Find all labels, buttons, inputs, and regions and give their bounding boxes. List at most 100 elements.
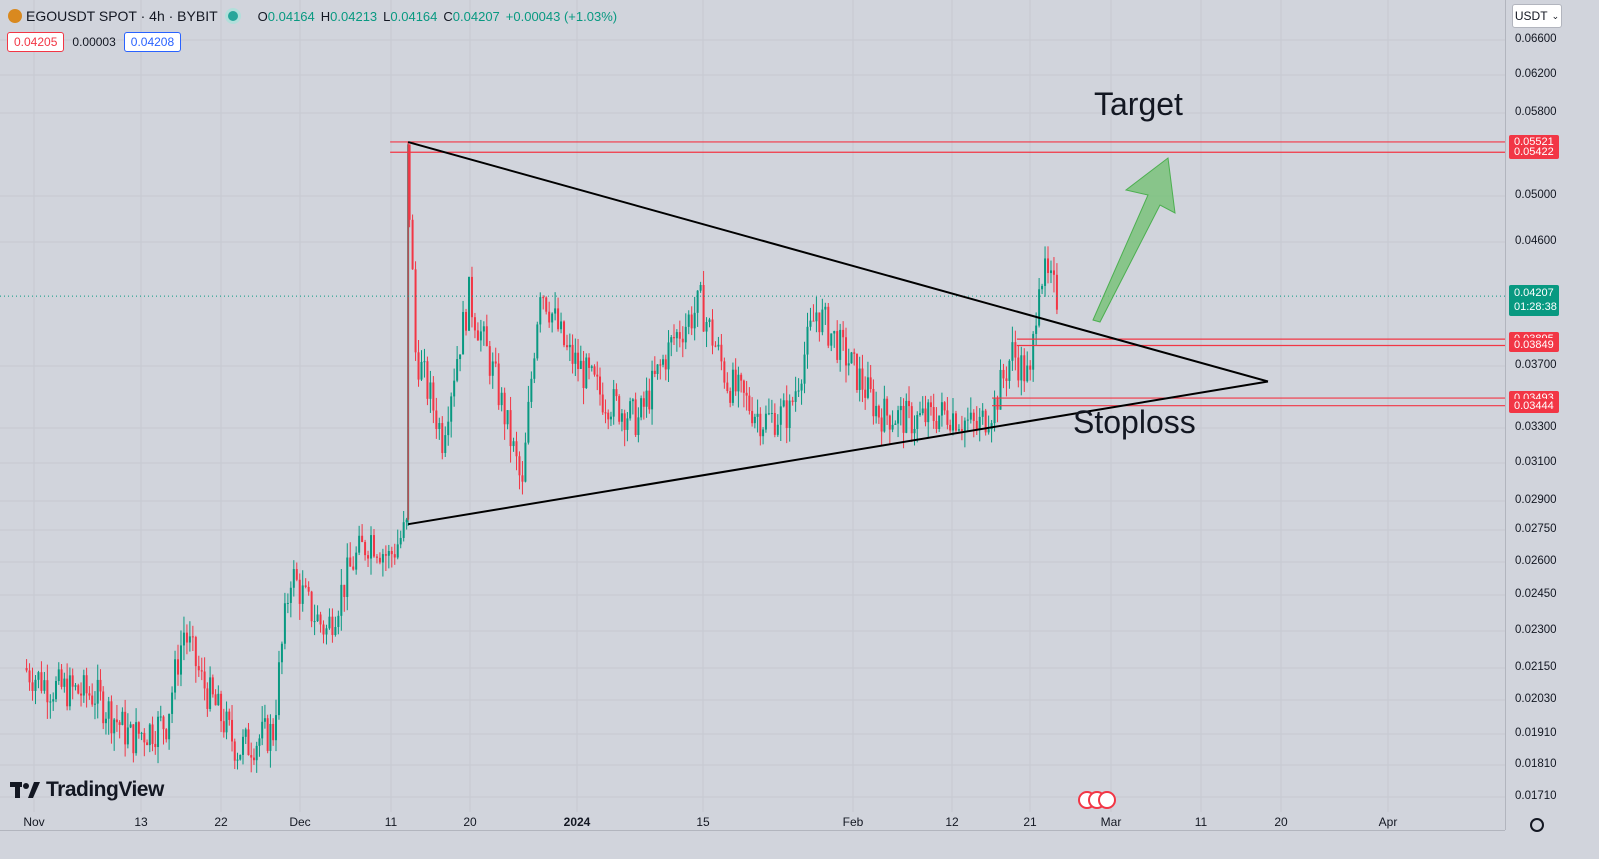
- candle-body: [54, 681, 57, 700]
- candle-body: [651, 370, 654, 410]
- candle-body: [143, 732, 146, 743]
- candle-body: [762, 429, 765, 437]
- candle-body: [438, 423, 441, 429]
- candle-body: [1014, 342, 1017, 358]
- candle-body: [648, 390, 651, 410]
- candle-body: [932, 407, 935, 421]
- candle-body: [981, 410, 984, 417]
- candle-body: [940, 402, 943, 416]
- price-tick-label: 0.02030: [1515, 693, 1557, 705]
- candle-body: [604, 412, 607, 414]
- candle-body: [833, 331, 836, 334]
- candle-body: [518, 456, 521, 476]
- candle-body: [396, 544, 399, 558]
- candle-body: [806, 326, 809, 355]
- candle-body: [506, 410, 509, 425]
- candle-body: [68, 675, 71, 707]
- candle-body: [720, 344, 723, 362]
- price-chart[interactable]: [0, 0, 1505, 830]
- candle-body: [482, 326, 485, 332]
- candle-body: [951, 413, 954, 431]
- time-tick-label: 21: [1023, 815, 1037, 829]
- candle-body: [582, 360, 585, 389]
- price-tick-label: 0.03100: [1515, 456, 1557, 468]
- candle-body: [753, 416, 756, 424]
- candle-body: [990, 423, 993, 430]
- candle-body: [659, 364, 662, 366]
- candle-body: [640, 398, 643, 418]
- candle-body: [444, 435, 447, 454]
- candle-body: [355, 552, 358, 570]
- candle-body: [943, 402, 946, 411]
- candle-body: [966, 419, 969, 421]
- candle-body: [637, 417, 640, 435]
- high-value: 0.04213: [330, 8, 378, 24]
- candle-body: [52, 699, 55, 702]
- candle-body: [574, 352, 577, 364]
- candle-body: [891, 424, 894, 430]
- candle-body: [165, 729, 168, 740]
- tradingview-logo[interactable]: TradingView: [10, 778, 164, 802]
- currency-label: USDT: [1514, 9, 1548, 23]
- candle-body: [905, 400, 908, 433]
- candle-body: [830, 333, 833, 346]
- candle-body: [512, 441, 515, 447]
- candle-body: [913, 428, 916, 434]
- candle-body: [479, 331, 482, 341]
- candle-body: [261, 721, 264, 739]
- candle-body: [252, 757, 255, 761]
- tradingview-logo-text: TradingView: [46, 778, 164, 801]
- open-label: O: [257, 8, 268, 24]
- candle-body: [872, 388, 875, 417]
- time-axis[interactable]: [0, 830, 1505, 859]
- candle-body: [996, 398, 999, 410]
- candle-body: [684, 326, 687, 343]
- candle-body: [263, 718, 266, 722]
- candle-body: [71, 675, 74, 687]
- candle-body: [182, 632, 185, 646]
- candle-body: [670, 337, 673, 343]
- candle-body: [708, 319, 711, 322]
- symbol-title[interactable]: EGOUSDT SPOT · 4h · BYBIT: [26, 8, 218, 24]
- candle-body: [560, 321, 563, 330]
- candle-body: [447, 421, 450, 436]
- price-tick-label: 0.05000: [1515, 189, 1557, 201]
- candle-body: [938, 415, 941, 430]
- candle-body: [435, 410, 438, 429]
- candle-body: [565, 345, 568, 348]
- candle-body: [921, 408, 924, 414]
- time-tick-label: 22: [214, 815, 228, 829]
- candle-body: [737, 374, 740, 392]
- candle-body: [634, 399, 637, 435]
- open-value: 0.04164: [267, 8, 315, 24]
- candle-body: [387, 551, 390, 556]
- candle-body: [794, 391, 797, 402]
- candle-body: [618, 396, 621, 422]
- candle-body: [459, 354, 462, 360]
- candle-body: [255, 745, 258, 761]
- price-tick-label: 0.02750: [1515, 523, 1557, 535]
- candle-body: [277, 662, 280, 716]
- price-tick-label: 0.06600: [1515, 33, 1557, 45]
- price-axis[interactable]: [1505, 0, 1599, 830]
- candle-body: [745, 392, 748, 396]
- candle-body: [596, 374, 599, 377]
- sell-price-button[interactable]: 0.04205: [7, 32, 65, 52]
- bid-ask-row: 0.04205 0.00003 0.04208: [7, 32, 182, 52]
- candle-body: [615, 389, 618, 397]
- currency-select[interactable]: USDT ⌄: [1512, 4, 1562, 28]
- candle-body: [239, 754, 242, 760]
- candle-body: [316, 614, 319, 622]
- candle-body: [283, 603, 286, 644]
- gear-icon[interactable]: [1530, 818, 1544, 832]
- price-tick-label: 0.02600: [1515, 555, 1557, 567]
- candle-body: [244, 729, 247, 737]
- candle-body: [174, 659, 177, 693]
- candle-body: [949, 424, 952, 431]
- tradingview-logo-icon: [10, 780, 40, 800]
- chart-area[interactable]: [0, 0, 1505, 830]
- candle-body: [432, 382, 435, 411]
- candle-body: [653, 370, 656, 374]
- buy-price-button[interactable]: 0.04208: [123, 32, 182, 52]
- candle-body: [162, 716, 165, 730]
